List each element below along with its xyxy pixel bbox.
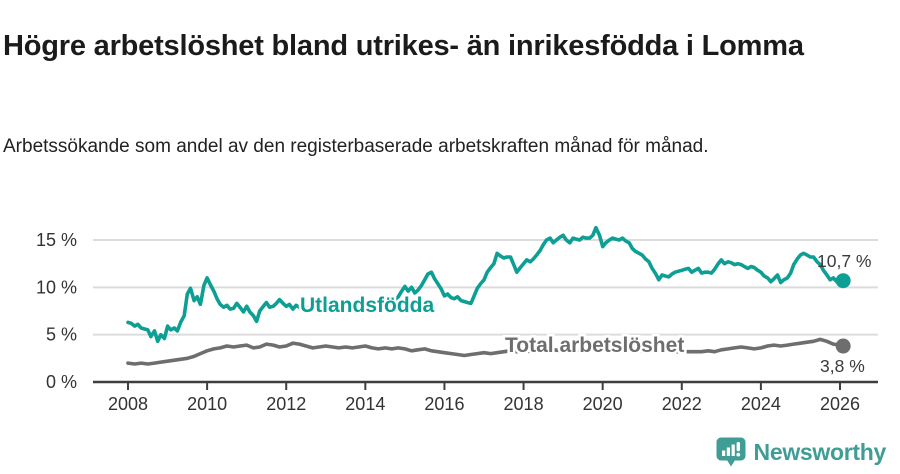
x-tick-label: 2016 bbox=[424, 394, 464, 414]
series-end-dot bbox=[835, 273, 851, 289]
x-tick-label: 2026 bbox=[820, 394, 860, 414]
series-end-dot bbox=[835, 338, 851, 354]
y-tick-label: 0 % bbox=[46, 372, 77, 392]
x-tick-label: 2012 bbox=[266, 394, 306, 414]
y-tick-label: 15 % bbox=[36, 230, 77, 250]
speech-bubble-bar-chart-icon bbox=[716, 437, 746, 467]
x-tick-label: 2010 bbox=[187, 394, 227, 414]
y-tick-label: 10 % bbox=[36, 277, 77, 297]
chart-title: Högre arbetslöshet bland utrikes- än inr… bbox=[3, 30, 804, 63]
series-end-value-label: 10,7 % bbox=[817, 251, 871, 271]
brand-name: Newsworthy bbox=[753, 438, 887, 465]
newsworthy-logo[interactable]: Newsworthy bbox=[715, 436, 886, 468]
series-label: Utlandsfödda bbox=[300, 294, 434, 317]
x-tick-label: 2022 bbox=[662, 394, 702, 414]
series-end-value-label: 3,8 % bbox=[820, 356, 865, 376]
series-label: Total arbetslöshet bbox=[505, 334, 684, 357]
x-tick-label: 2008 bbox=[108, 394, 148, 414]
series-line bbox=[126, 337, 846, 366]
x-tick-label: 2024 bbox=[741, 394, 781, 414]
x-tick-label: 2020 bbox=[583, 394, 623, 414]
x-tick-label: 2014 bbox=[345, 394, 385, 414]
series-line bbox=[126, 225, 846, 344]
x-tick-label: 2018 bbox=[504, 394, 544, 414]
chart-subtitle: Arbetssökande som andel av den registerb… bbox=[3, 136, 709, 157]
y-tick-label: 5 % bbox=[46, 325, 77, 345]
